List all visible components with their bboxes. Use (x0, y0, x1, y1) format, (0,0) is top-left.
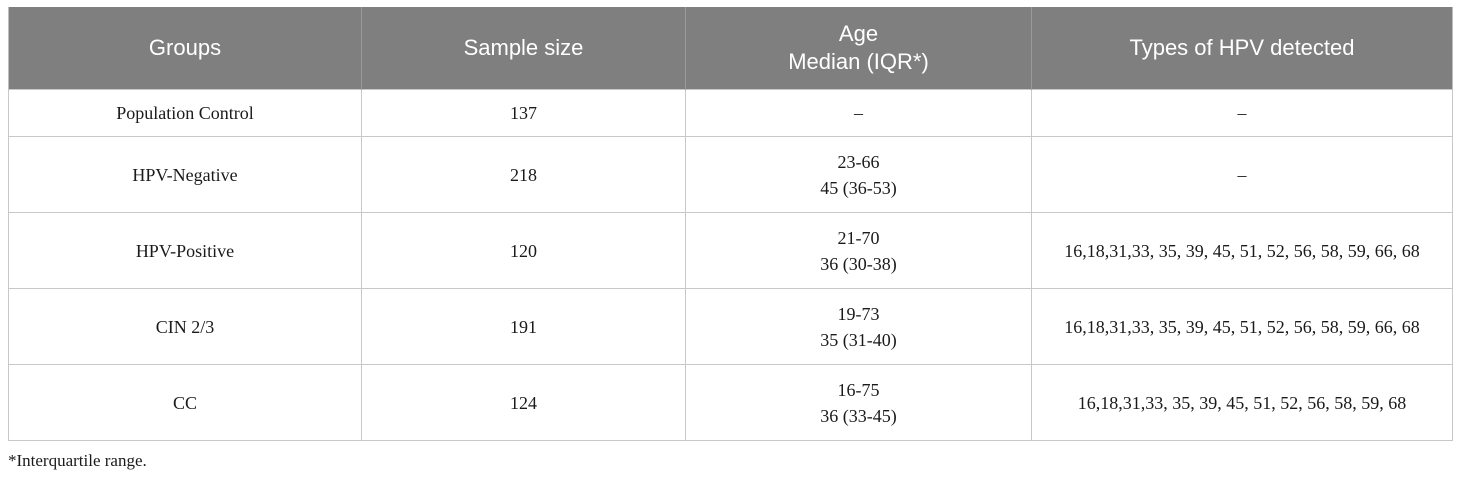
header-age: Age Median (IQR*) (685, 7, 1032, 90)
cell-hpv-types: – (1031, 136, 1453, 213)
cell-hpv-types: 16,18,31,33, 35, 39, 45, 51, 52, 56, 58,… (1031, 364, 1453, 441)
cell-hpv-types: 16,18,31,33, 35, 39, 45, 51, 52, 56, 58,… (1031, 288, 1453, 365)
header-hpv-types: Types of HPV detected (1031, 7, 1453, 90)
table-header-row: Groups Sample size Age Median (IQR*) Typ… (8, 7, 1453, 90)
cell-age-range: – (854, 103, 863, 123)
table-row: HPV-Negative 218 23-66 45 (36-53) – (8, 136, 1453, 213)
table-footnote: *Interquartile range. (8, 451, 147, 470)
header-age-line2: Median (IQR*) (788, 49, 929, 74)
cell-group: Population Control (8, 89, 362, 137)
cell-sample-size: 120 (361, 212, 686, 289)
cell-age: 16-75 36 (33-45) (685, 364, 1032, 441)
cell-hpv-types: 16,18,31,33, 35, 39, 45, 51, 52, 56, 58,… (1031, 212, 1453, 289)
cell-age-median: 45 (36-53) (820, 177, 897, 198)
cell-age-range: 19-73 (837, 303, 880, 324)
cell-age: 19-73 35 (31-40) (685, 288, 1032, 365)
cell-group: CIN 2/3 (8, 288, 362, 365)
table-row: CC 124 16-75 36 (33-45) 16,18,31,33, 35,… (8, 364, 1453, 441)
data-table-container: Groups Sample size Age Median (IQR*) Typ… (8, 7, 1453, 441)
hpv-groups-table: Groups Sample size Age Median (IQR*) Typ… (8, 7, 1453, 441)
header-sample-size: Sample size (361, 7, 686, 90)
table-row: Population Control 137 – – (8, 89, 1453, 137)
header-groups: Groups (8, 7, 362, 90)
cell-age: 23-66 45 (36-53) (685, 136, 1032, 213)
cell-group: HPV-Negative (8, 136, 362, 213)
table-row: HPV-Positive 120 21-70 36 (30-38) 16,18,… (8, 212, 1453, 289)
cell-age-range: 16-75 (837, 379, 880, 400)
cell-age: 21-70 36 (30-38) (685, 212, 1032, 289)
cell-sample-size: 137 (361, 89, 686, 137)
cell-group: HPV-Positive (8, 212, 362, 289)
cell-age-median: 35 (31-40) (820, 329, 897, 350)
cell-hpv-types: – (1031, 89, 1453, 137)
cell-age-range: 23-66 (837, 151, 880, 172)
cell-sample-size: 191 (361, 288, 686, 365)
table-row: CIN 2/3 191 19-73 35 (31-40) 16,18,31,33… (8, 288, 1453, 365)
cell-age-range: 21-70 (837, 227, 880, 248)
cell-age-median: 36 (33-45) (820, 405, 897, 426)
cell-sample-size: 218 (361, 136, 686, 213)
header-age-line1: Age (838, 21, 879, 46)
cell-age: – (685, 89, 1032, 137)
cell-sample-size: 124 (361, 364, 686, 441)
cell-age-median: 36 (30-38) (820, 253, 897, 274)
cell-group: CC (8, 364, 362, 441)
